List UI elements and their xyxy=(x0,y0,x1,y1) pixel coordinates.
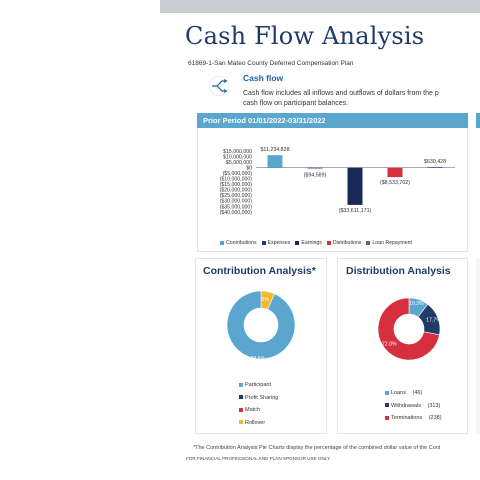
bar-chart-legend: Contributions Expenses Earnings Distributio… xyxy=(220,240,417,246)
legend-label: Participant xyxy=(245,382,271,388)
bar-contributions xyxy=(267,155,283,168)
legend-swatch xyxy=(366,240,371,245)
legend-swatch xyxy=(261,240,266,245)
legend-item-participant: Participant xyxy=(239,382,271,388)
bar-loan-repayment xyxy=(427,166,443,168)
legend-label: Expenses xyxy=(267,240,291,246)
legend-item-expenses: Expenses xyxy=(261,240,291,246)
y-tick-label: $15,000,000 xyxy=(223,149,252,155)
cash-flow-bar-panel xyxy=(197,128,468,252)
y-tick-label: $5,000,000 xyxy=(226,160,252,166)
disclaimer: FOR FINANCIAL PROFESSIONAL AND PLAN SPON… xyxy=(186,456,331,461)
donut-slice xyxy=(226,290,296,360)
bar-value-label: $630,428 xyxy=(424,159,446,165)
bar-distributions xyxy=(387,167,403,178)
legend-item-withdrawals: Withdrawals (313) xyxy=(385,403,440,409)
legend-swatch xyxy=(239,407,243,412)
legend-label: Profit Sharing xyxy=(245,394,279,401)
legend-item-profit-sharing: Profit Sharing xyxy=(239,395,278,401)
legend-count: (238) xyxy=(427,415,442,421)
bar-earnings xyxy=(347,167,363,205)
adjacent-panel-header xyxy=(476,113,480,128)
y-tick-label: ($40,000,000) xyxy=(220,210,253,216)
legend-swatch xyxy=(239,395,243,400)
adjacent-panel xyxy=(476,258,480,434)
slice-label: 17.7% xyxy=(426,318,441,324)
legend-swatch xyxy=(385,415,389,420)
period-header: Prior Period 01/01/2022-03/31/2022 xyxy=(197,113,468,128)
bar-value-label: ($94,589) xyxy=(304,173,327,179)
bar-value-label: ($8,533,702) xyxy=(380,180,410,186)
cash-flow-description-line1: Cash flow includes all inflows and outfl… xyxy=(243,90,439,97)
y-tick-label: ($25,000,000) xyxy=(220,193,253,199)
slice-label: 10.3% xyxy=(409,301,424,307)
legend-item-earnings: Earnings xyxy=(295,240,322,246)
legend-label: Match xyxy=(245,407,260,413)
legend-item-rollover: Rollover xyxy=(239,420,265,426)
legend-label: Terminations xyxy=(391,415,423,421)
legend-swatch xyxy=(239,382,243,387)
legend-swatch xyxy=(385,403,389,408)
legend-item-match: Match xyxy=(239,407,260,413)
bar-expenses xyxy=(307,167,323,169)
legend-label: Earnings xyxy=(301,240,322,246)
legend-label: Distributions xyxy=(332,240,362,246)
legend-swatch xyxy=(220,240,224,245)
slice-label: 72.0% xyxy=(382,341,397,347)
legend-label: Loans xyxy=(391,390,406,396)
legend-label: Withdrawals xyxy=(391,402,421,409)
legend-item-contributions: Contributions xyxy=(220,240,257,246)
legend-swatch xyxy=(239,420,243,425)
distribution-donut-chart: 10.3% 17.7% 72.0% xyxy=(377,297,441,361)
legend-item-loans: Loans (46) xyxy=(385,390,422,396)
bar-value-label: $11,234,828 xyxy=(260,147,289,153)
legend-swatch xyxy=(295,240,300,245)
y-tick-label: ($30,000,000) xyxy=(220,199,253,205)
legend-item-distributions: Distributions xyxy=(326,240,362,246)
contribution-analysis-title: Contribution Analysis* xyxy=(203,265,316,277)
legend-item-terminations: Terminations (238) xyxy=(385,415,442,421)
legend-count: (46) xyxy=(411,390,423,396)
top-toolbar xyxy=(160,0,480,13)
legend-label: Contributions xyxy=(226,240,257,246)
y-tick-label: $0 xyxy=(246,165,252,171)
bar-value-label: ($33,611,171) xyxy=(339,208,372,214)
legend-label: Rollover xyxy=(245,419,266,426)
y-tick-label: ($5,000,000) xyxy=(223,171,253,177)
page-title: Cash Flow Analysis xyxy=(185,22,425,50)
donut-slice xyxy=(377,297,440,361)
distribution-analysis-title: Distribution Analysis xyxy=(346,265,451,277)
contribution-donut-chart: 6.5% 93.5% xyxy=(226,290,296,362)
plan-name: 61869-1-San Mateo County Deferred Compen… xyxy=(188,60,354,67)
legend-item-loan-repayment: Loan Repayment xyxy=(366,240,412,246)
legend-count: (313) xyxy=(425,402,441,409)
legend-swatch xyxy=(326,240,331,245)
footnote: *The Contribution Analysis Pie Charts di… xyxy=(193,445,441,451)
slice-label: 6.5% xyxy=(257,297,269,303)
cash-flow-description-line2: cash flow on participant balances. xyxy=(243,99,349,107)
cash-flow-bar-chart: $15,000,000$10,000,000$5,000,000$0($5,00… xyxy=(219,147,455,216)
y-tick-label: $10,000,000 xyxy=(223,154,252,160)
legend-label: Loan Repayment xyxy=(372,240,412,246)
y-tick-label: ($35,000,000) xyxy=(220,204,253,210)
flow-split-icon xyxy=(209,76,229,96)
slice-label: 93.5% xyxy=(250,356,265,362)
cash-flow-description: Cash flow includes all inflows and outfl… xyxy=(243,89,480,109)
y-tick-label: ($20,000,000) xyxy=(220,188,253,194)
y-tick-label: ($10,000,000) xyxy=(220,177,253,183)
legend-swatch xyxy=(385,390,389,395)
cash-flow-heading: Cash flow xyxy=(243,73,284,83)
y-tick-label: ($15,000,000) xyxy=(220,182,253,188)
